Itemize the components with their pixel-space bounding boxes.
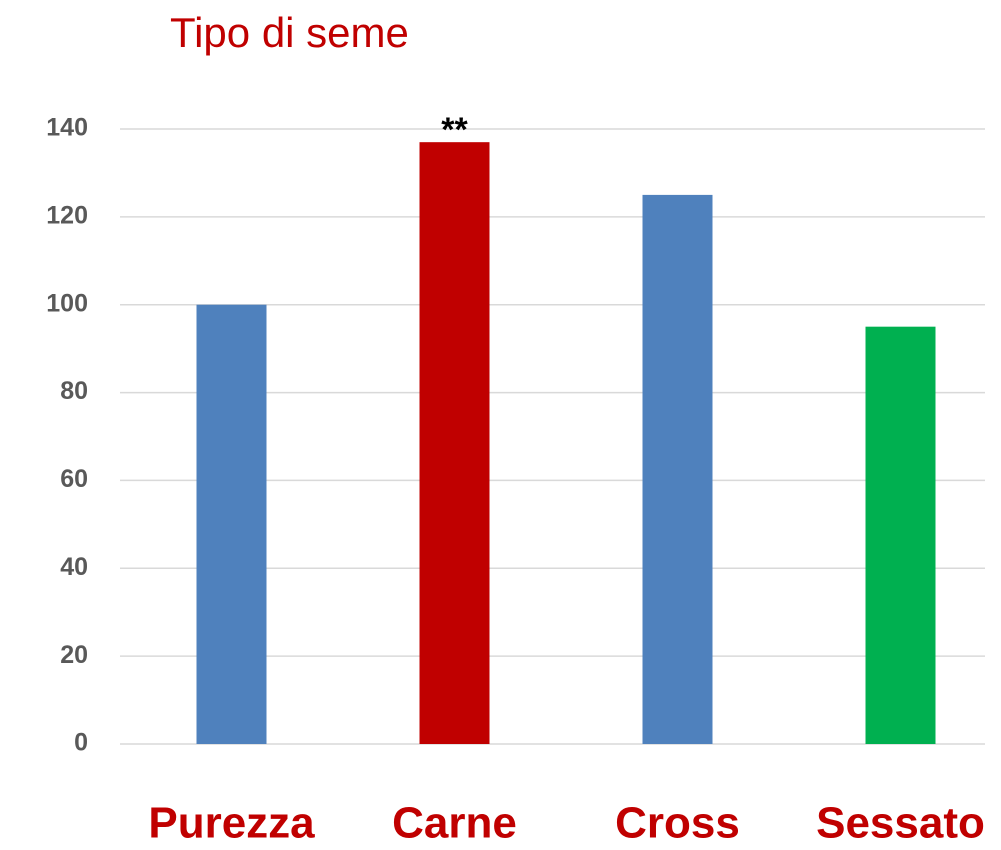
bar bbox=[196, 304, 267, 744]
x-tick-label: Cross bbox=[615, 799, 740, 848]
y-tick-label: 140 bbox=[46, 114, 88, 142]
y-tick-label: 40 bbox=[60, 553, 88, 581]
bar bbox=[642, 194, 713, 745]
y-tick-label: 20 bbox=[60, 641, 88, 669]
y-tick-label: 100 bbox=[46, 289, 88, 317]
chart-title: Tipo di seme bbox=[170, 9, 409, 56]
bar bbox=[419, 142, 490, 744]
bar bbox=[865, 326, 936, 744]
x-tick-label: Purezza bbox=[148, 799, 315, 848]
y-tick-label: 80 bbox=[60, 377, 88, 405]
y-tick-label: 0 bbox=[74, 729, 88, 757]
x-tick-label: Sessato bbox=[816, 799, 985, 848]
x-tick-label: Carne bbox=[392, 799, 517, 848]
y-tick-label: 120 bbox=[46, 201, 88, 229]
y-tick-label: 60 bbox=[60, 465, 88, 493]
annotation: ** bbox=[441, 111, 468, 149]
